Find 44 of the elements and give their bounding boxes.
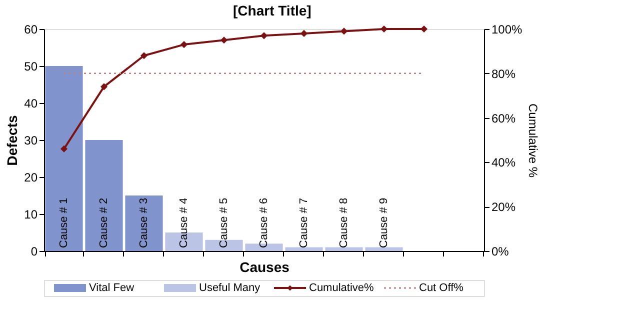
y2-tick-label: 40% [492,156,516,170]
point [220,36,228,44]
x-tick-label: Cause # 1 [58,198,70,248]
y-tick-label: 50 [24,60,38,74]
x-tick-label: Cause # 6 [258,198,270,248]
bar [125,196,163,251]
bar [85,140,123,251]
y2-tick-label: 0% [492,244,510,258]
y-tick-label: 20 [24,170,38,184]
x-tick-label: Cause # 2 [98,198,110,248]
legend-label: Vital Few [89,282,134,294]
y-axis-title: Defects [4,115,20,166]
x-tick-label: Cause # 4 [178,198,190,248]
y2-axis-title: Cumulative % [526,103,540,178]
legend-label: Useful Many [199,282,261,294]
y2-tick-label: 100% [492,22,523,36]
y-tick-label: 10 [24,208,38,222]
y-tick-label: 60 [24,22,38,36]
legend-label: Cut Off% [419,282,464,294]
point [140,52,148,60]
point [100,83,108,90]
bar [365,247,403,251]
bar [285,247,323,251]
y-tick-label: 0 [30,244,38,258]
bar [325,247,363,251]
point [60,145,68,152]
bar [45,66,83,251]
point [260,32,268,40]
y-tick-label: 40 [24,96,38,110]
legend-label: Cumulative% [309,282,374,294]
x-axis-title: Causes [240,259,290,275]
point [180,41,188,48]
x-tick-label: Cause # 5 [218,198,230,248]
y-tick-label: 30 [24,134,38,148]
x-tick-label: Cause # 9 [378,198,390,248]
x-tick-label: Cause # 3 [138,198,150,248]
chart-title: [Chart Title] [233,2,312,18]
y2-tick-label: 80% [492,66,516,81]
point [340,28,348,35]
x-tick-label: Cause # 8 [338,198,350,248]
y2-tick-label: 20% [492,200,516,214]
x-tick-label: Cause # 7 [298,198,310,248]
y2-tick-label: 60% [492,111,516,126]
point [300,30,308,37]
